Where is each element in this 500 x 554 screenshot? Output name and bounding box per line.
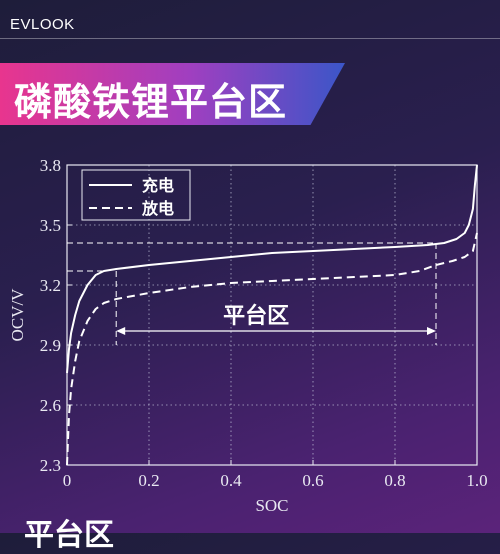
x-tick-label: 0.2 bbox=[138, 471, 159, 490]
brand-label: EVLOOK bbox=[10, 16, 75, 33]
series-line-charge bbox=[66, 164, 478, 374]
y-tick-label: 2.9 bbox=[40, 336, 61, 355]
banner-background bbox=[0, 63, 345, 125]
title-banner: 磷酸铁锂平台区 bbox=[0, 63, 345, 125]
platform-annotation: 平台区 bbox=[223, 303, 289, 329]
plot-frame bbox=[66, 164, 478, 466]
x-tick-label: 0.4 bbox=[220, 471, 242, 490]
legend-box bbox=[81, 169, 191, 221]
legend-label: 放电 bbox=[141, 199, 174, 218]
x-tick-label: 1.0 bbox=[466, 471, 487, 490]
x-tick-label: 0.6 bbox=[302, 471, 323, 490]
y-axis-label: OCV/V bbox=[8, 288, 27, 342]
y-tick-label: 2.3 bbox=[40, 456, 61, 475]
arrow-right-head bbox=[427, 327, 436, 335]
ocv-soc-chart: 0 0.2 0.4 0.6 0.8 1.0 2.3 2.6 2.9 3.2 3.5 3.8 SOC OCV… bbox=[8, 156, 488, 515]
bottom-title: 平台区 bbox=[24, 518, 114, 553]
arrow-left-head bbox=[116, 327, 126, 335]
banner-title: 磷酸铁锂平台区 bbox=[14, 80, 288, 124]
x-axis-label: SOC bbox=[255, 496, 288, 515]
y-tick-label: 3.2 bbox=[40, 276, 61, 295]
y-tick-label: 3.8 bbox=[40, 156, 61, 175]
y-tick-label: 3.5 bbox=[40, 216, 61, 235]
x-tick-label: 0.8 bbox=[384, 471, 405, 490]
legend-label: 充电 bbox=[142, 176, 174, 195]
series-line-discharge bbox=[66, 232, 478, 466]
y-tick-label: 2.6 bbox=[40, 396, 61, 415]
top-bar: EVLOOK bbox=[0, 0, 500, 39]
x-tick-label: 0 bbox=[63, 471, 72, 490]
